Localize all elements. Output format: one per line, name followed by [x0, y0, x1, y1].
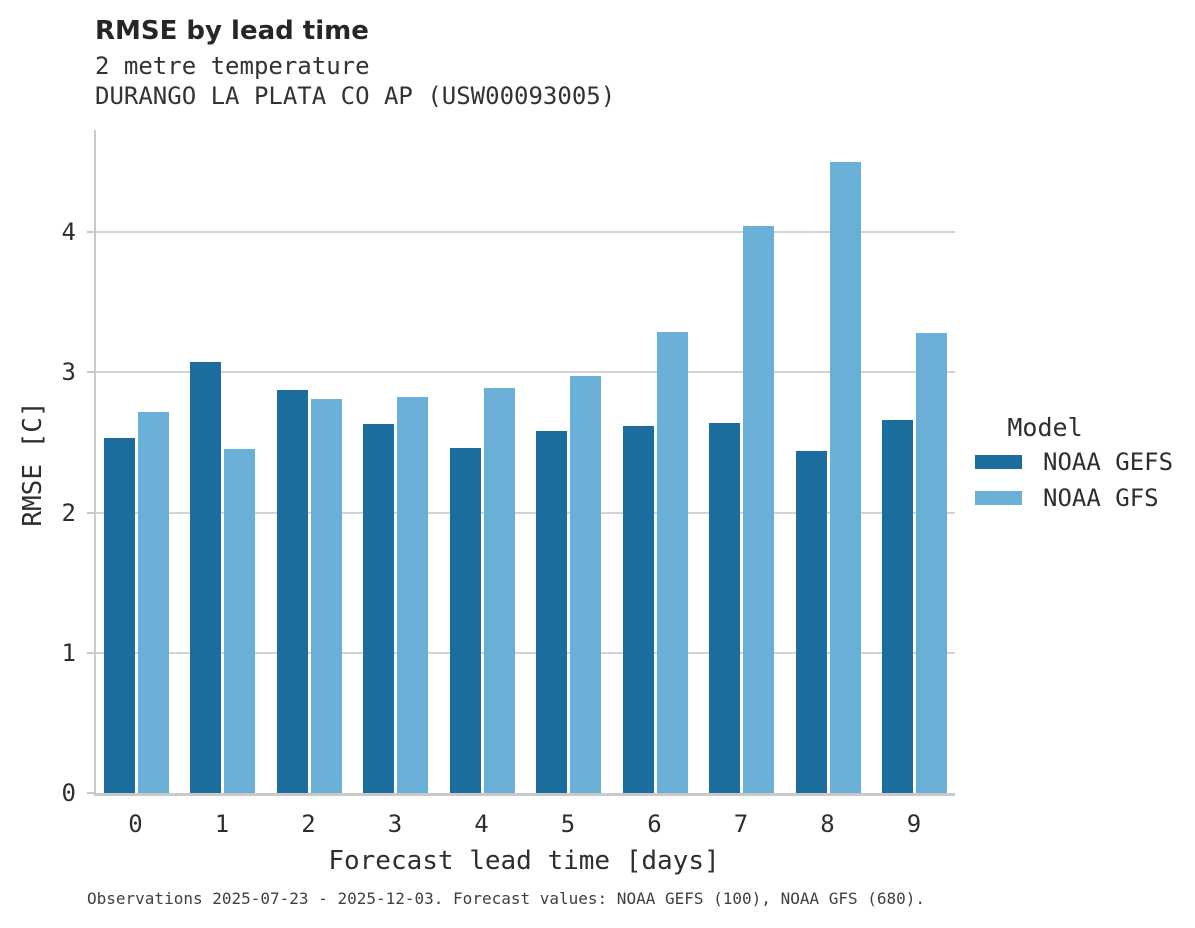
bar-noaa-gfs-lead6	[656, 331, 688, 793]
x-tick-label-4: 4	[474, 810, 489, 838]
bar-noaa-gefs-lead5	[536, 431, 567, 793]
bar-noaa-gefs-lead7	[709, 422, 740, 793]
y-tick-label-1: 1	[61, 638, 76, 667]
bar-noaa-gfs-lead5	[570, 376, 601, 793]
gridline-y3	[94, 371, 955, 374]
x-tick-label-7: 7	[733, 810, 749, 838]
bar-noaa-gfs-lead0	[137, 411, 169, 793]
gridline-y1	[94, 651, 955, 654]
legend-title: Model	[1007, 413, 1083, 442]
bar-noaa-gefs-lead2	[276, 390, 308, 793]
legend-label-noaa-gefs: NOAA GEFS	[1043, 448, 1174, 476]
y-tick-label-2: 2	[61, 498, 76, 527]
bar-noaa-gfs-lead7	[743, 226, 774, 793]
footer-caption: Observations 2025-07-23 - 2025-12-03. Fo…	[87, 889, 926, 908]
y-tick-mark-1	[87, 651, 94, 654]
bar-noaa-gfs-lead1	[224, 449, 255, 793]
chart-subtitle-variable: 2 metre temperature	[95, 52, 370, 80]
legend-label-noaa-gfs: NOAA GFS	[1043, 484, 1159, 512]
bar-noaa-gfs-lead4	[483, 387, 515, 793]
chart-title: RMSE by lead time	[95, 16, 369, 46]
x-tick-label-9: 9	[906, 810, 922, 838]
y-tick-mark-4	[87, 231, 94, 233]
noaa-gfs-swatch	[975, 491, 1022, 505]
bar-noaa-gefs-lead1	[190, 362, 221, 793]
bar-noaa-gefs-lead8	[795, 450, 827, 793]
y-tick-mark-3	[87, 371, 94, 374]
x-tick-label-6: 6	[647, 810, 662, 838]
x-tick-label-1: 1	[214, 810, 230, 838]
gridline-y4	[94, 231, 955, 233]
bar-noaa-gefs-lead0	[103, 438, 135, 793]
y-tick-label-4: 4	[61, 218, 76, 246]
x-tick-label-3: 3	[387, 810, 403, 838]
x-tick-label-5: 5	[560, 810, 576, 838]
y-tick-mark-2	[87, 511, 94, 514]
x-tick-label-8: 8	[820, 810, 835, 838]
y-axis-line	[94, 130, 96, 793]
x-tick-label-0: 0	[128, 810, 143, 838]
bar-noaa-gefs-lead6	[622, 425, 654, 793]
bar-noaa-gfs-lead3	[397, 397, 428, 793]
x-axis-line	[94, 793, 955, 796]
y-tick-mark-0	[87, 792, 94, 794]
chart-subtitle-station: DURANGO LA PLATA CO AP (USW00093005)	[95, 82, 616, 110]
bar-noaa-gefs-lead9	[882, 419, 913, 793]
bar-noaa-gfs-lead8	[829, 161, 861, 793]
x-tick-label-2: 2	[301, 810, 316, 838]
bar-noaa-gefs-lead4	[449, 447, 481, 793]
y-tick-label-3: 3	[61, 358, 76, 387]
noaa-gefs-swatch	[975, 455, 1022, 469]
bar-noaa-gfs-lead9	[916, 332, 947, 793]
x-axis-title: Forecast lead time [days]	[328, 846, 720, 876]
gridline-y2	[94, 511, 955, 514]
y-axis-title: RMSE [C]	[18, 401, 48, 527]
bar-noaa-gefs-lead3	[363, 424, 394, 793]
bar-noaa-gfs-lead2	[310, 398, 342, 793]
y-tick-label-0: 0	[61, 779, 76, 807]
